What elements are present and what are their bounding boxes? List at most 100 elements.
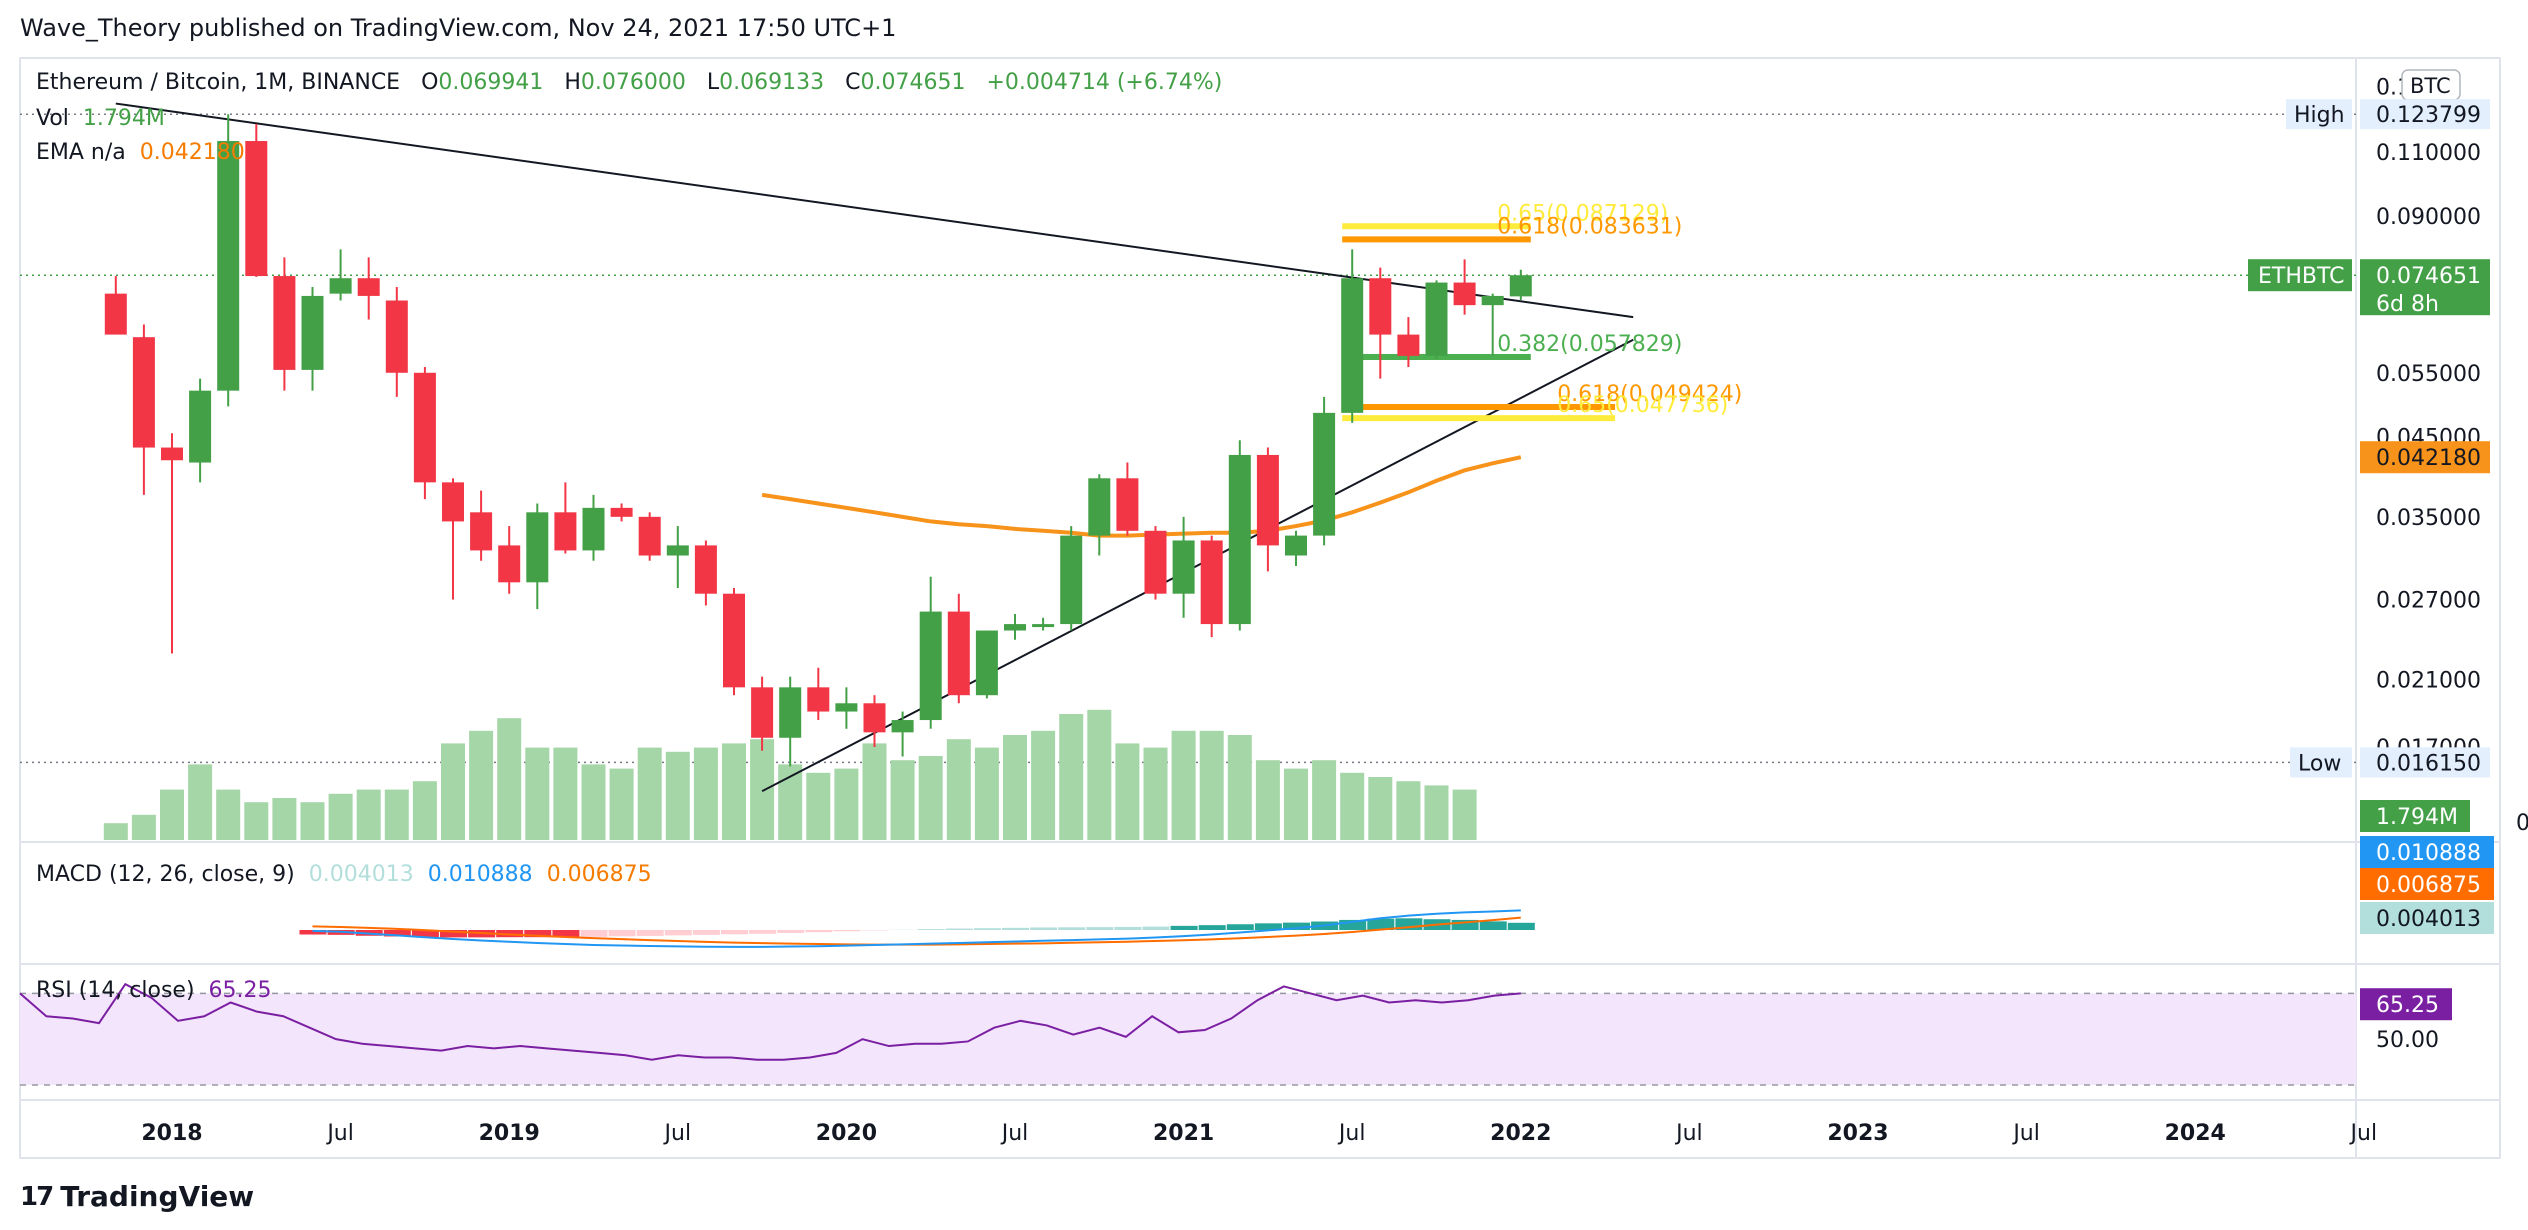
fib-level-label: 0.65(0.047736) [1557,393,1728,418]
candle-body [1453,282,1476,306]
volume-bar [1087,709,1112,840]
candle-body [161,447,183,461]
high-value-box [2360,99,2490,130]
price-axis-tick: 0.055000 [2376,362,2481,387]
volume-bar [946,739,971,840]
legend-open: 0.069941 [438,70,544,95]
candle-body [807,687,830,712]
macd-hist-bar [1002,927,1029,930]
volume-bar [384,789,409,840]
tradingview-logo[interactable]: 17 TradingView [20,1180,254,1213]
legend-change: +0.004714 (+6.74%) [986,70,1223,95]
ema-legend[interactable]: EMA n/a 0.042180 [36,140,245,165]
volume-bar [1340,772,1365,840]
high-value: 0.123799 [2376,103,2481,128]
volume-legend[interactable]: Vol 1.794M [36,106,165,131]
candle-body [1144,530,1167,594]
macd-hist-bar [805,930,833,933]
macd-hist-bar [1254,923,1282,930]
candle-body [1425,282,1448,356]
volume-bar [637,747,662,840]
macd-legend-macd: 0.010888 [427,862,533,887]
macd-hist-bar [1030,927,1058,930]
symbol-label: ETHBTC [2258,264,2345,289]
candle-body [132,337,155,448]
price-axis-tick: 0.035000 [2376,506,2481,531]
volume-bar [609,768,634,840]
volume-bar [525,747,550,840]
volume-bar [497,718,522,840]
macd-hist-bar [1283,922,1310,930]
macd-hist-bar [1367,918,1395,930]
symbol-label-box [2248,259,2352,292]
volume-legend-value: 1.794M [82,106,165,131]
time-axis-label: 2021 [1153,1121,1214,1146]
time-axis-label: 2022 [1490,1121,1551,1146]
volume-bar [862,743,887,840]
volume-bar [1368,777,1393,840]
low-label-box [2290,747,2352,778]
rsi-legend-label: RSI (14, close) [36,978,195,1003]
ema-value: 0.042180 [2376,446,2481,471]
price-axis-tick: 0.027000 [2376,589,2481,614]
rsi-line [19,982,1521,1061]
legend-high-label: H [564,70,581,95]
ema-legend-label: EMA n/a [36,140,126,165]
time-axis-label: Jul [2349,1121,2378,1146]
volume-bar [1031,730,1056,840]
rsi-band [20,993,2356,1085]
legend-symbol[interactable]: Ethereum / Bitcoin, 1M, BINANCE [36,70,401,95]
low-value-box [2360,747,2490,778]
fib-level-label: 0.618(0.049424) [1557,382,1742,407]
macd-hist-bar [552,930,580,938]
macd-hist-bar [1507,922,1535,930]
ema-legend-value: 0.042180 [139,140,245,165]
volume-bar [1424,785,1449,840]
macd-hist-bar [1339,919,1367,930]
ema-line [761,455,1522,538]
volume-bar [890,760,915,840]
macd-hist-bar [749,930,777,934]
candle-body [835,703,858,712]
macd-hist-bar [524,930,552,938]
macd-hist-bar [721,930,748,935]
macd-hist-bar [580,930,608,937]
macd-legend-label: MACD (12, 26, close, 9) [36,862,295,887]
candle-body [947,611,970,696]
macd-axis-value: 0.006875 [2376,873,2481,898]
volume-bar [412,781,437,840]
volume-bar [244,802,269,840]
volume-bar [806,772,831,840]
candle-body [1032,624,1055,628]
candle-body [779,687,802,738]
macd-hist-bar [383,930,411,937]
chart-legend: Ethereum / Bitcoin, 1M, BINANCE O0.06994… [36,70,1222,95]
volume-bar [272,798,297,840]
volume-bar [553,747,578,840]
candle-body [554,512,577,551]
volume-bar [750,739,775,840]
volume-bar [300,802,325,840]
candle-body [470,512,493,551]
volume-bar [665,751,690,840]
macd-hist-bar [1479,921,1507,930]
candle-body [189,390,212,463]
time-axis-label: 2020 [816,1121,877,1146]
volume-bar [1255,760,1280,840]
macd-hist-bar [411,930,439,938]
candle-body [526,512,549,583]
rsi-legend[interactable]: RSI (14, close) 65.25 [36,978,272,1003]
macd-legend-signal: 0.006875 [546,862,652,887]
candle-body [1313,412,1336,536]
legend-close-label: C [845,70,861,95]
legend-open-label: O [421,70,439,95]
macd-legend[interactable]: MACD (12, 26, close, 9) 0.004013 0.01088… [36,862,652,887]
macd-line [312,909,1521,948]
volume-bar [1284,768,1308,840]
time-axis-label: Jul [1674,1121,1703,1146]
candle-body [1285,535,1307,556]
candle-body [891,720,914,733]
candle-body [582,507,605,551]
candle-body [863,703,886,733]
